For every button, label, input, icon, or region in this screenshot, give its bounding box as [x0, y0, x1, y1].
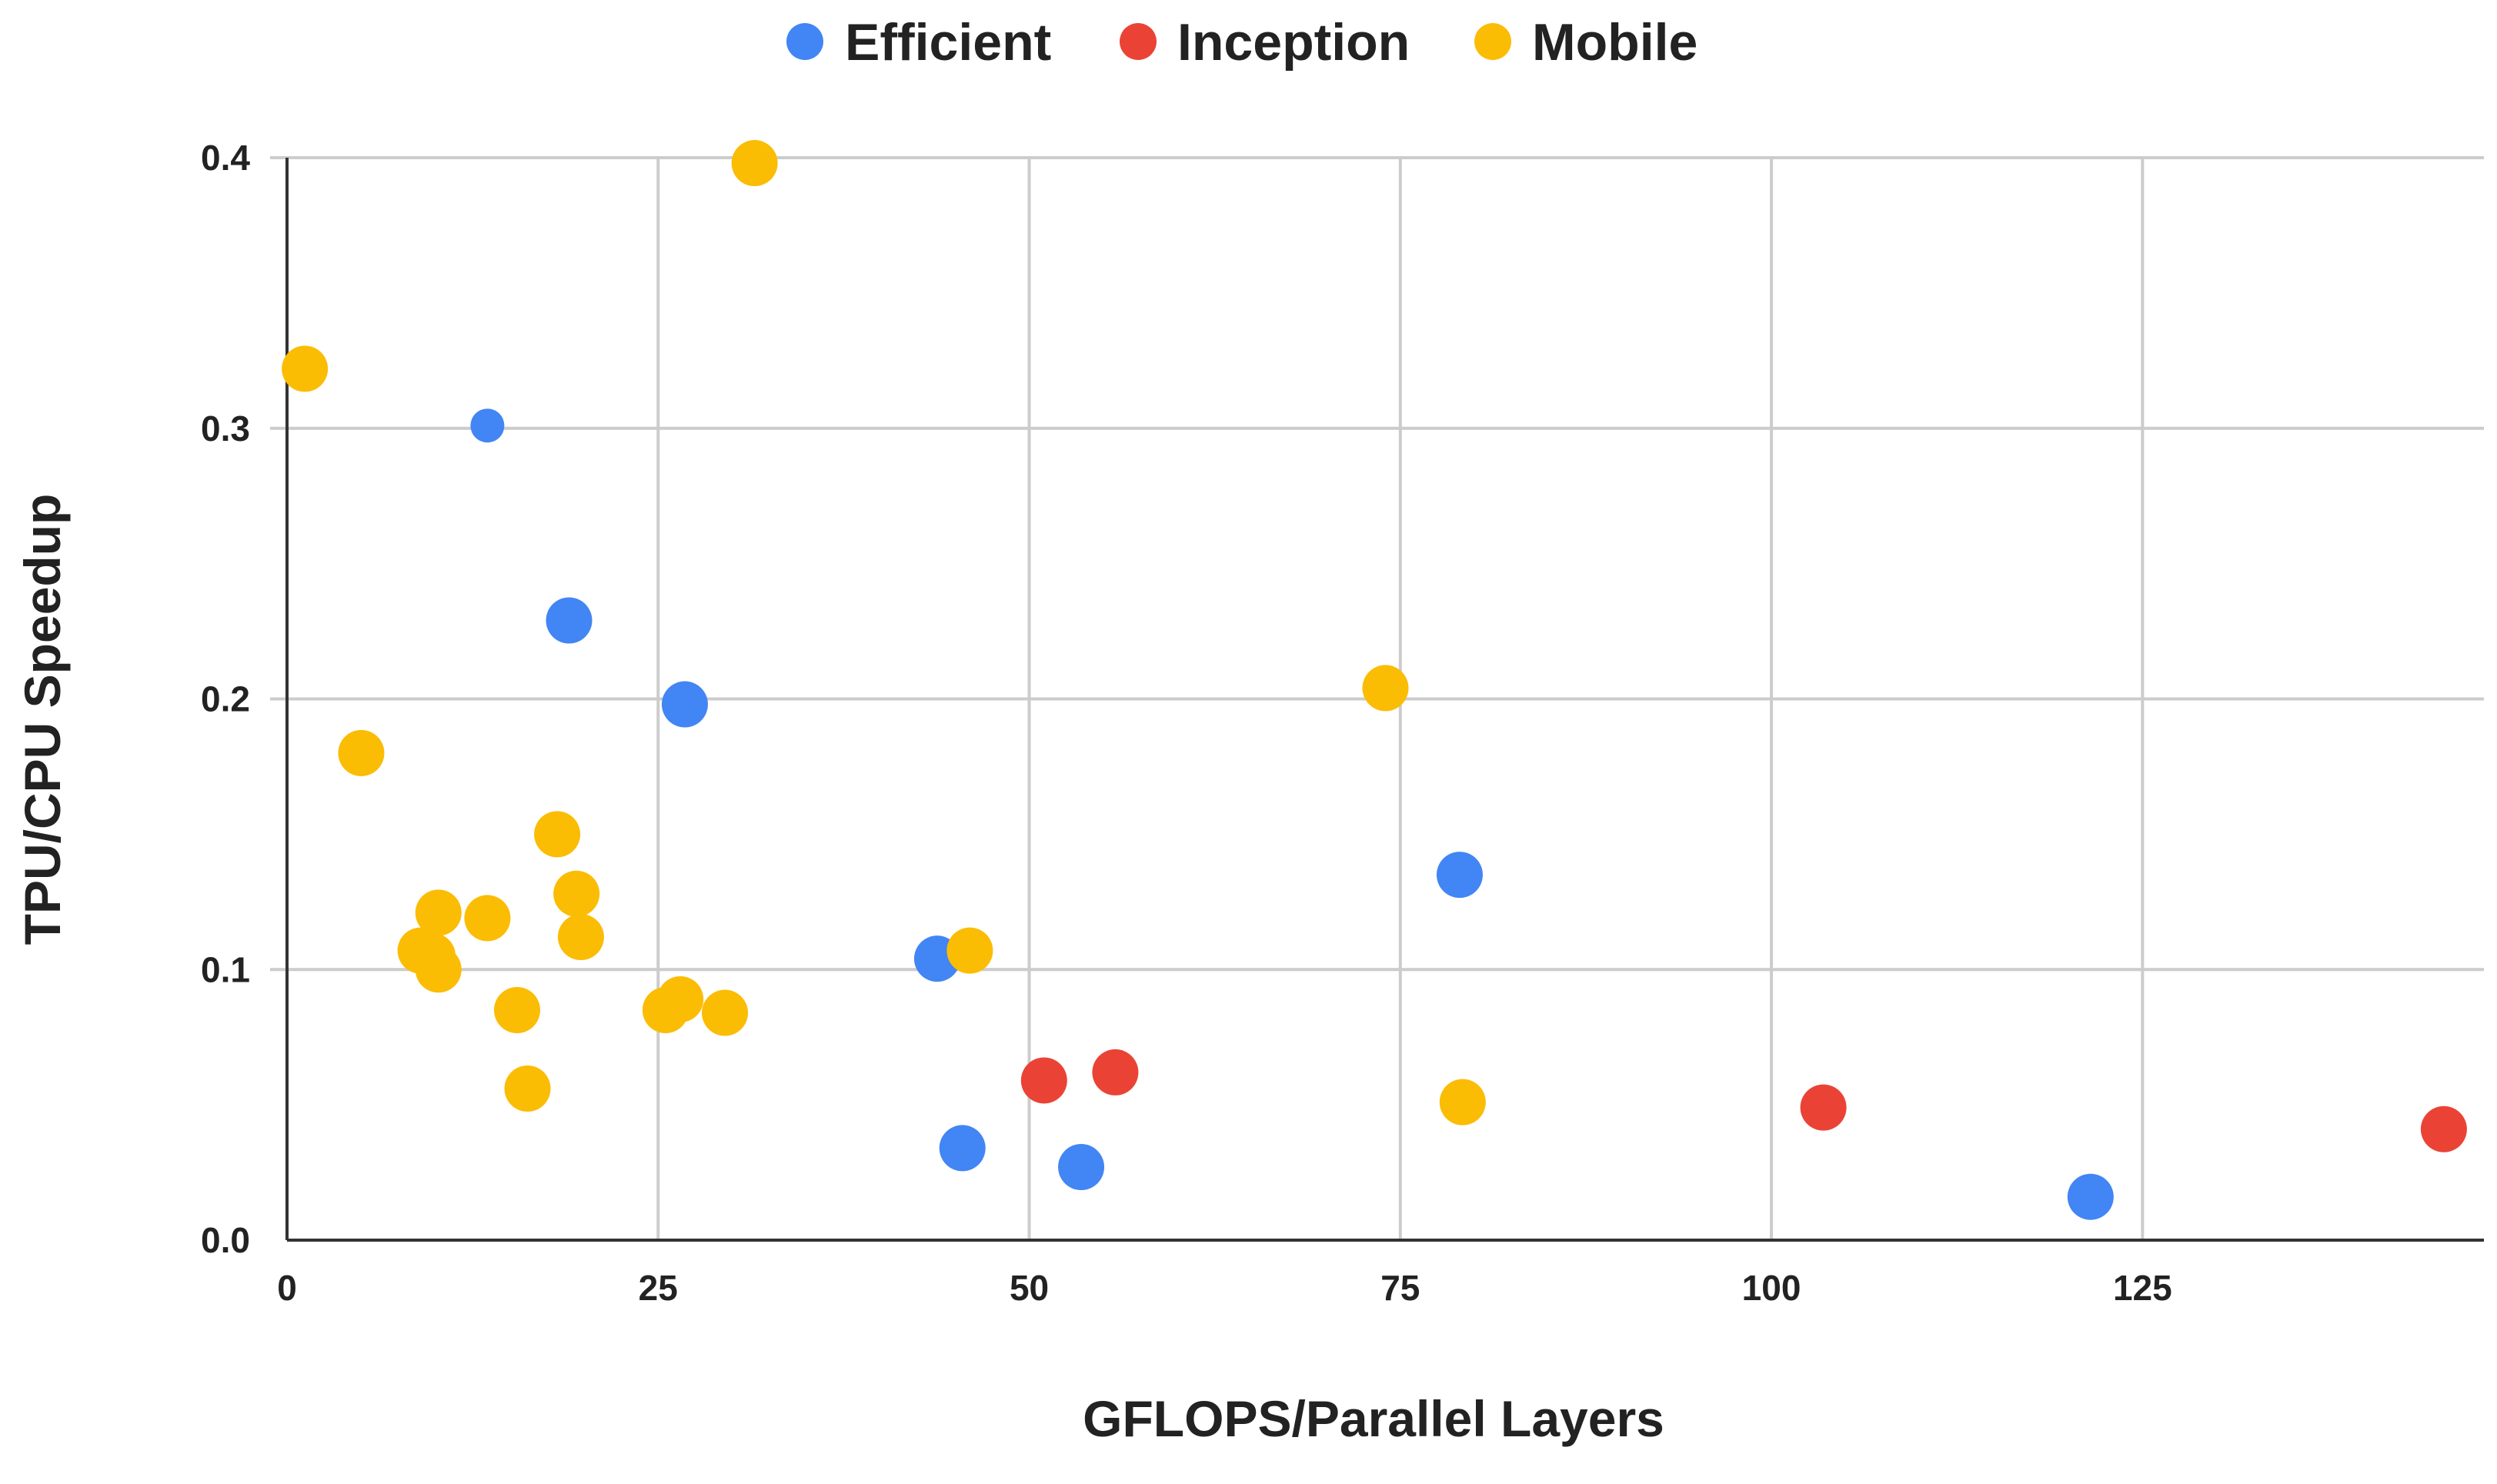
point-efficient: [546, 597, 593, 644]
point-mobile: [494, 987, 541, 1034]
y-tick-label: 0.4: [201, 138, 250, 178]
point-mobile: [464, 895, 511, 942]
point-efficient: [661, 681, 708, 728]
axes: [285, 158, 2484, 1242]
point-inception: [1020, 1057, 1067, 1104]
point-mobile: [282, 345, 329, 392]
point-mobile: [1439, 1079, 1486, 1126]
point-mobile: [338, 729, 385, 776]
legend-marker-efficient: [786, 23, 823, 60]
legend: Efficient Inception Mobile: [786, 13, 1697, 72]
x-tick-label: 100: [1742, 1268, 1801, 1308]
point-mobile: [731, 140, 778, 187]
x-tick-label: 125: [2113, 1268, 2172, 1308]
x-tick-label: 0: [277, 1268, 297, 1308]
legend-label-efficient: Efficient: [845, 13, 1051, 72]
legend-label-inception: Inception: [1177, 13, 1410, 72]
x-tick-label: 25: [639, 1268, 678, 1308]
y-axis-title: TPU/CPU Speedup: [14, 494, 71, 945]
point-mobile: [946, 927, 993, 974]
y-tick-label: 0.1: [201, 949, 250, 989]
tick-labels: 0.0 0.1 0.2 0.3 0.4 0 25 50 75 100 125: [201, 138, 2172, 1308]
point-inception: [2420, 1105, 2467, 1152]
point-mobile: [504, 1065, 551, 1112]
data-points: [282, 140, 2467, 1220]
gridlines: [270, 156, 2484, 1240]
point-mobile: [415, 946, 462, 993]
point-efficient: [2067, 1173, 2114, 1220]
x-tick-label: 75: [1380, 1268, 1420, 1308]
legend-marker-inception: [1120, 23, 1157, 60]
point-mobile: [534, 811, 581, 858]
point-mobile: [415, 889, 462, 936]
y-tick-label: 0.3: [201, 409, 250, 449]
point-mobile: [1362, 665, 1409, 712]
point-mobile: [702, 989, 749, 1036]
x-axis-title: GFLOPS/Parallel Layers: [1083, 1390, 1664, 1447]
legend-marker-mobile: [1474, 23, 1511, 60]
point-mobile: [557, 914, 604, 961]
y-tick-label: 0.0: [201, 1220, 250, 1260]
point-efficient: [1058, 1144, 1105, 1191]
point-efficient: [939, 1125, 986, 1172]
x-tick-label: 50: [1010, 1268, 1049, 1308]
point-inception: [1800, 1084, 1847, 1131]
point-efficient: [470, 409, 505, 443]
point-efficient: [1436, 852, 1483, 899]
legend-label-mobile: Mobile: [1532, 13, 1697, 72]
point-mobile: [657, 975, 704, 1022]
point-inception: [1092, 1049, 1139, 1095]
y-tick-label: 0.2: [201, 679, 250, 719]
point-mobile: [553, 870, 600, 917]
